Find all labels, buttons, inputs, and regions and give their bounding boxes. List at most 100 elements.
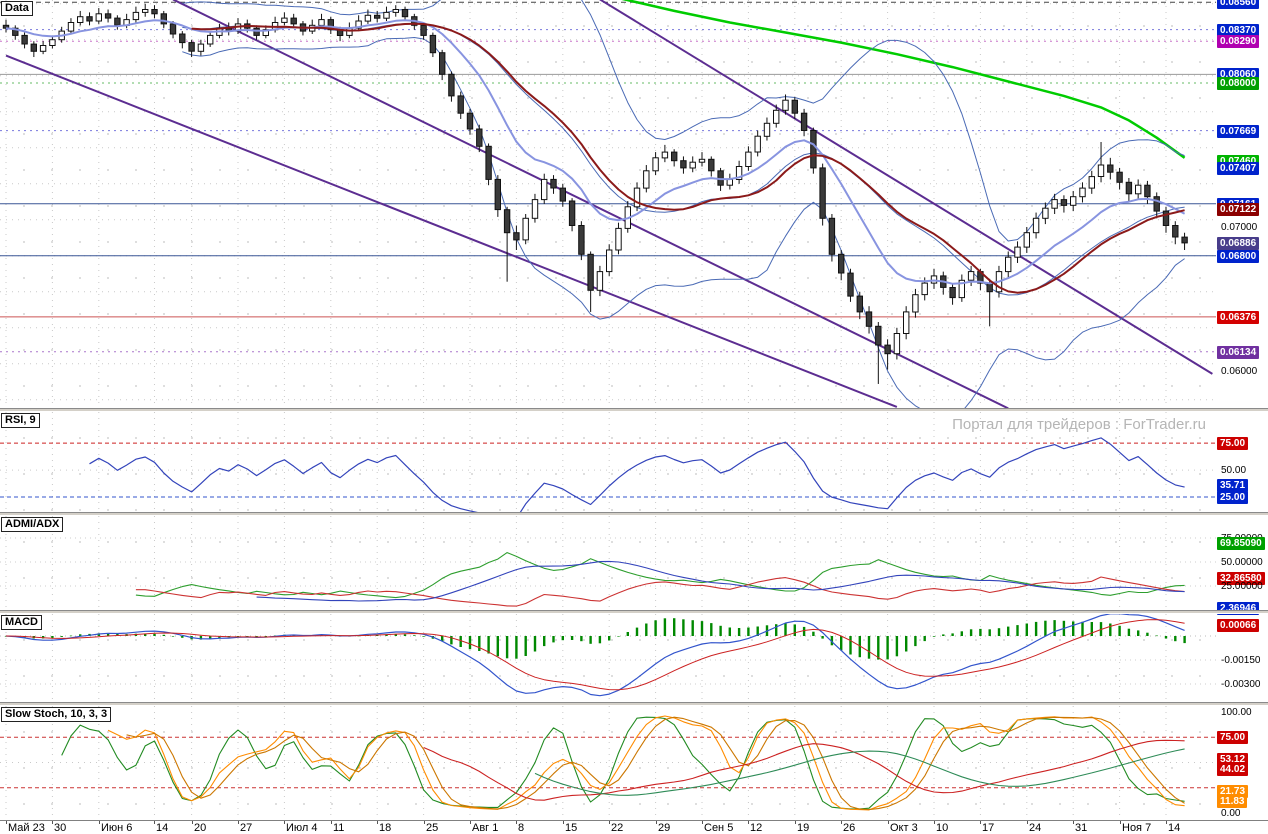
- time-tick-mark: [284, 821, 285, 824]
- time-tick-label: 18: [379, 822, 392, 834]
- indicator-value-label: 0.08290: [1217, 35, 1260, 48]
- time-tick-label: 20: [194, 822, 207, 834]
- time-tick-label: 8: [518, 822, 525, 834]
- panel-tag-macd[interactable]: MACD: [1, 615, 42, 630]
- time-tick-mark: [424, 821, 425, 824]
- time-tick-label: 14: [156, 822, 169, 834]
- macd-plot: [0, 614, 1216, 702]
- time-tick-label: 27: [240, 822, 253, 834]
- indicator-value-label: 0.08000: [1217, 77, 1260, 90]
- time-tick-mark: [1027, 821, 1028, 824]
- indicator-value-label: 0.06800: [1217, 250, 1260, 263]
- stochastic-panel[interactable]: Slow Stoch, 10, 3, 3: [0, 706, 1217, 820]
- panel-tag-adx[interactable]: ADMI/ADX: [1, 517, 64, 532]
- stochastic-plot: [0, 706, 1216, 820]
- rsi-panel[interactable]: RSI, 9 Портал для трейдеров : ForTrader.…: [0, 412, 1217, 512]
- indicator-value-label: 0.06134: [1217, 346, 1260, 359]
- time-tick-mark: [238, 821, 239, 824]
- time-tick-mark: [563, 821, 564, 824]
- indicator-value-label: 44.02: [1217, 763, 1249, 776]
- time-tick-mark: [154, 821, 155, 824]
- indicator-value-label: 0.07122: [1217, 203, 1260, 216]
- time-tick-mark: [331, 821, 332, 824]
- indicator-value-label: 21.73: [1217, 785, 1249, 798]
- panel-tag-data[interactable]: Data: [1, 1, 33, 16]
- time-tick-label: 17: [982, 822, 995, 834]
- time-tick-mark: [192, 821, 193, 824]
- time-tick-label: 10: [936, 822, 949, 834]
- scale-tick-label: 0.00: [1221, 808, 1241, 819]
- time-tick-mark: [702, 821, 703, 824]
- time-axis[interactable]: Май 23 30 Июн 6 14 20 27 Июл 4 11 18 25 Авг 1 8 15 22…: [0, 820, 1268, 834]
- time-tick-mark: [934, 821, 935, 824]
- time-tick-label: Сен 5: [704, 822, 734, 834]
- time-tick-label: 26: [843, 822, 856, 834]
- indicator-value-label: 0.00066: [1217, 619, 1260, 632]
- time-tick-mark: [99, 821, 100, 824]
- scale-tick-label: -0.00300: [1221, 679, 1261, 690]
- price-panel[interactable]: Data: [0, 0, 1217, 408]
- panel-separator[interactable]: [0, 408, 1268, 412]
- time-tick-mark: [888, 821, 889, 824]
- indicator-value-label: 69.85090: [1217, 537, 1265, 550]
- time-tick-mark: [656, 821, 657, 824]
- time-tick-label: 31: [1075, 822, 1088, 834]
- time-tick-label: 11: [333, 822, 345, 834]
- time-tick-mark: [1166, 821, 1167, 824]
- indicator-value-label: 0.08370: [1217, 24, 1260, 37]
- rsi-plot: [0, 412, 1216, 512]
- scale-tick-label: 100.00: [1221, 707, 1252, 718]
- macd-panel[interactable]: MACD: [0, 614, 1217, 702]
- panel-separator[interactable]: [0, 610, 1268, 614]
- scale-tick-label: 50.00: [1221, 465, 1247, 476]
- panel-separator[interactable]: [0, 512, 1268, 516]
- time-tick-label: 14: [1168, 822, 1181, 834]
- panel-tag-stoch[interactable]: Slow Stoch, 10, 3, 3: [1, 707, 112, 722]
- time-tick-mark: [1073, 821, 1074, 824]
- time-tick-label: 24: [1029, 822, 1042, 834]
- time-tick-label: 12: [750, 822, 763, 834]
- time-tick-label: 25: [426, 822, 439, 834]
- time-tick-mark: [841, 821, 842, 824]
- time-tick-label: Авг 1: [472, 822, 499, 834]
- panel-tag-rsi[interactable]: RSI, 9: [1, 413, 40, 428]
- time-tick-mark: [1120, 821, 1121, 824]
- time-tick-label: 30: [54, 822, 67, 834]
- indicator-value-label: 75.00: [1217, 437, 1249, 450]
- candlestick-plot: [0, 0, 1216, 408]
- indicator-value-label: 0.06376: [1217, 311, 1260, 324]
- indicator-value-label: 11.83: [1217, 795, 1248, 808]
- time-tick-label: 29: [658, 822, 671, 834]
- time-tick-label: Июл 4: [286, 822, 318, 834]
- time-tick-mark: [516, 821, 517, 824]
- indicator-value-label: 25.00: [1217, 491, 1249, 504]
- adx-panel[interactable]: ADMI/ADX: [0, 516, 1217, 610]
- time-tick-mark: [6, 821, 7, 824]
- time-tick-label: Июн 6: [101, 822, 133, 834]
- scale-tick-label: 50.00000: [1221, 557, 1263, 568]
- panel-separator[interactable]: [0, 702, 1268, 706]
- adx-plot: [0, 516, 1216, 610]
- time-tick-mark: [377, 821, 378, 824]
- indicator-value-label: 32.86580: [1217, 572, 1265, 585]
- scale-tick-label: 0.06000: [1221, 366, 1258, 377]
- indicator-value-label: 0.06886: [1217, 237, 1260, 250]
- time-tick-mark: [795, 821, 796, 824]
- time-tick-label: Май 23: [8, 822, 45, 834]
- time-tick-label: 19: [797, 822, 810, 834]
- time-tick-label: 15: [565, 822, 578, 834]
- watermark: Портал для трейдеров : ForTrader.ru: [952, 416, 1206, 433]
- indicator-value-label: 0.08560: [1217, 0, 1260, 9]
- time-tick-label: 22: [611, 822, 624, 834]
- time-tick-mark: [52, 821, 53, 824]
- time-tick-label: Окт 3: [890, 822, 918, 834]
- time-tick-mark: [748, 821, 749, 824]
- time-tick-label: Ноя 7: [1122, 822, 1152, 834]
- indicator-value-label: 35.71: [1217, 479, 1249, 492]
- time-tick-mark: [980, 821, 981, 824]
- scale-tick-label: 0.07000: [1221, 222, 1258, 233]
- time-tick-mark: [470, 821, 471, 824]
- scale-tick-label: 25.00000: [1221, 581, 1263, 592]
- indicator-value-label: 75.00: [1217, 731, 1249, 744]
